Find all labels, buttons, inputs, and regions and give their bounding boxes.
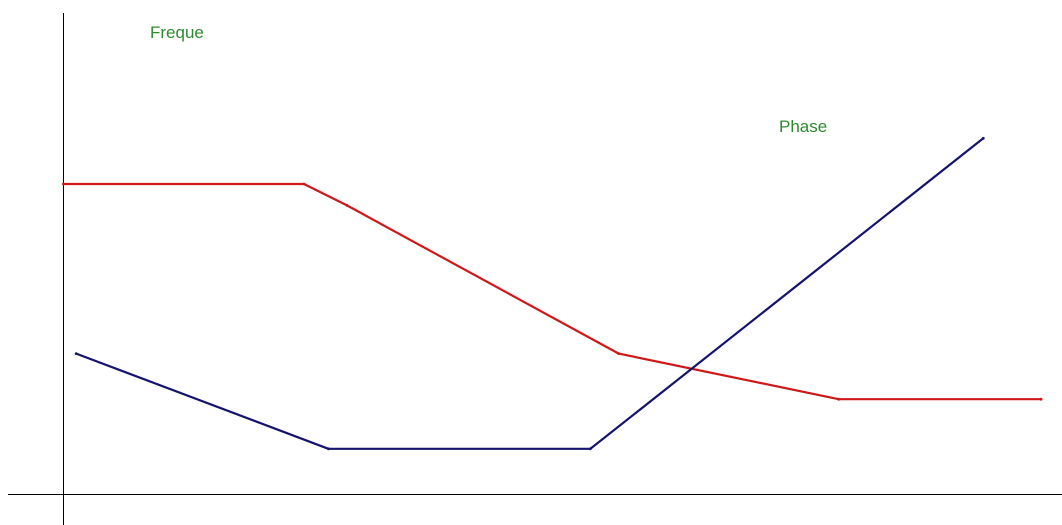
series-line-blue — [75, 137, 985, 450]
series-line-red-point-2 — [345, 204, 349, 207]
series-line-red-point-0 — [62, 182, 65, 186]
series-line-red — [62, 182, 1043, 401]
annotation-phase-label: Phase — [779, 117, 827, 136]
series-line-blue-point-0 — [74, 352, 78, 355]
series-line-blue-point-2 — [589, 447, 592, 451]
series-layer — [62, 136, 1043, 451]
series-line-red-point-5 — [1039, 397, 1043, 401]
series-line-red-point-4 — [837, 397, 841, 401]
series-line-red-point-1 — [302, 182, 306, 186]
series-line-red-point-3 — [617, 352, 621, 355]
series-line-blue-point-3 — [981, 136, 985, 140]
annotation-frequency-label: Freque — [150, 23, 204, 42]
series-line-blue-point-1 — [327, 447, 330, 451]
